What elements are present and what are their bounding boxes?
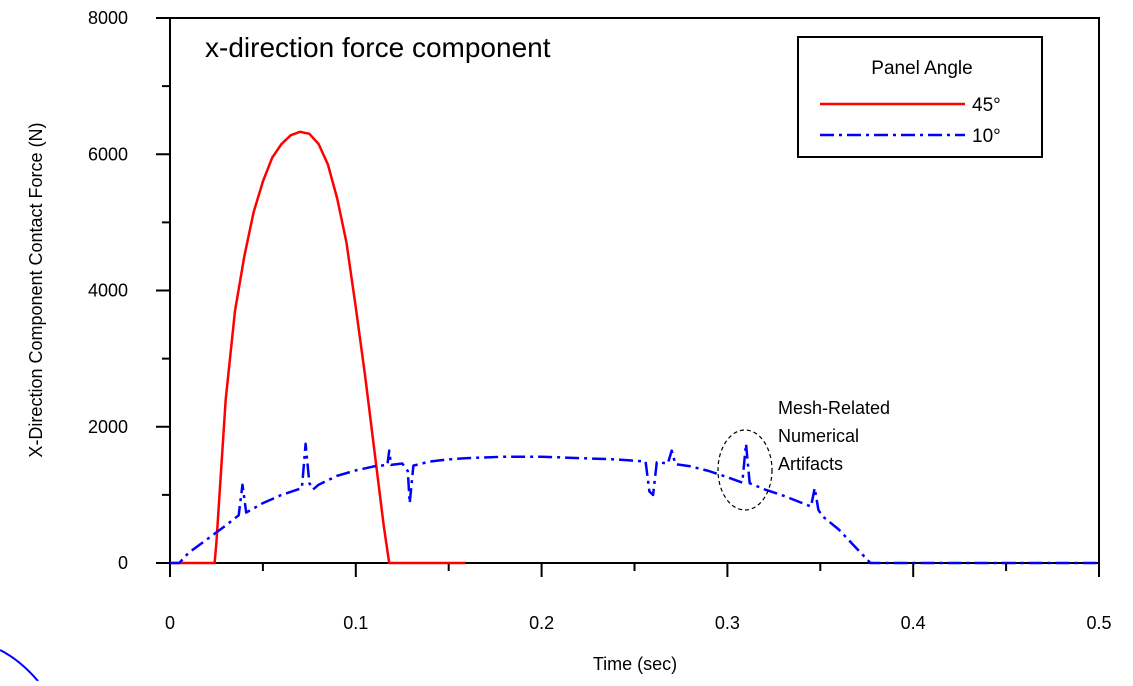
annotation-line-1: Mesh-Related (778, 398, 890, 418)
annotation-ellipse (718, 430, 772, 510)
annotation-line-3: Artifacts (778, 454, 843, 474)
y-tick-label: 8000 (88, 8, 128, 28)
legend-label-45: 45° (972, 95, 1001, 116)
corner-arc (0, 650, 38, 681)
series-line-1 (170, 444, 1099, 563)
y-tick-label: 2000 (88, 417, 128, 437)
legend-label-10: 10° (972, 126, 1001, 147)
y-tick-label: 4000 (88, 281, 128, 301)
x-tick-label: 0.2 (529, 613, 554, 633)
x-axis-title: Time (sec) (593, 654, 677, 674)
legend-box (798, 37, 1042, 157)
x-tick-label: 0.4 (901, 613, 926, 633)
x-tick-label: 0.5 (1086, 613, 1111, 633)
legend: Panel Angle 45° 10° (798, 37, 1042, 157)
y-axis-title: X-Direction Component Contact Force (N) (26, 122, 46, 457)
x-tick-label: 0.1 (343, 613, 368, 633)
series-line-0 (170, 132, 465, 563)
y-tick-label: 0 (118, 553, 128, 573)
x-tick-label: 0.3 (715, 613, 740, 633)
chart-title: x-direction force component (205, 32, 551, 63)
annotation: Mesh-Related Numerical Artifacts (718, 398, 890, 510)
x-tick-label: 0 (165, 613, 175, 633)
legend-title: Panel Angle (871, 58, 972, 79)
y-tick-label: 6000 (88, 144, 128, 164)
annotation-line-2: Numerical (778, 426, 859, 446)
